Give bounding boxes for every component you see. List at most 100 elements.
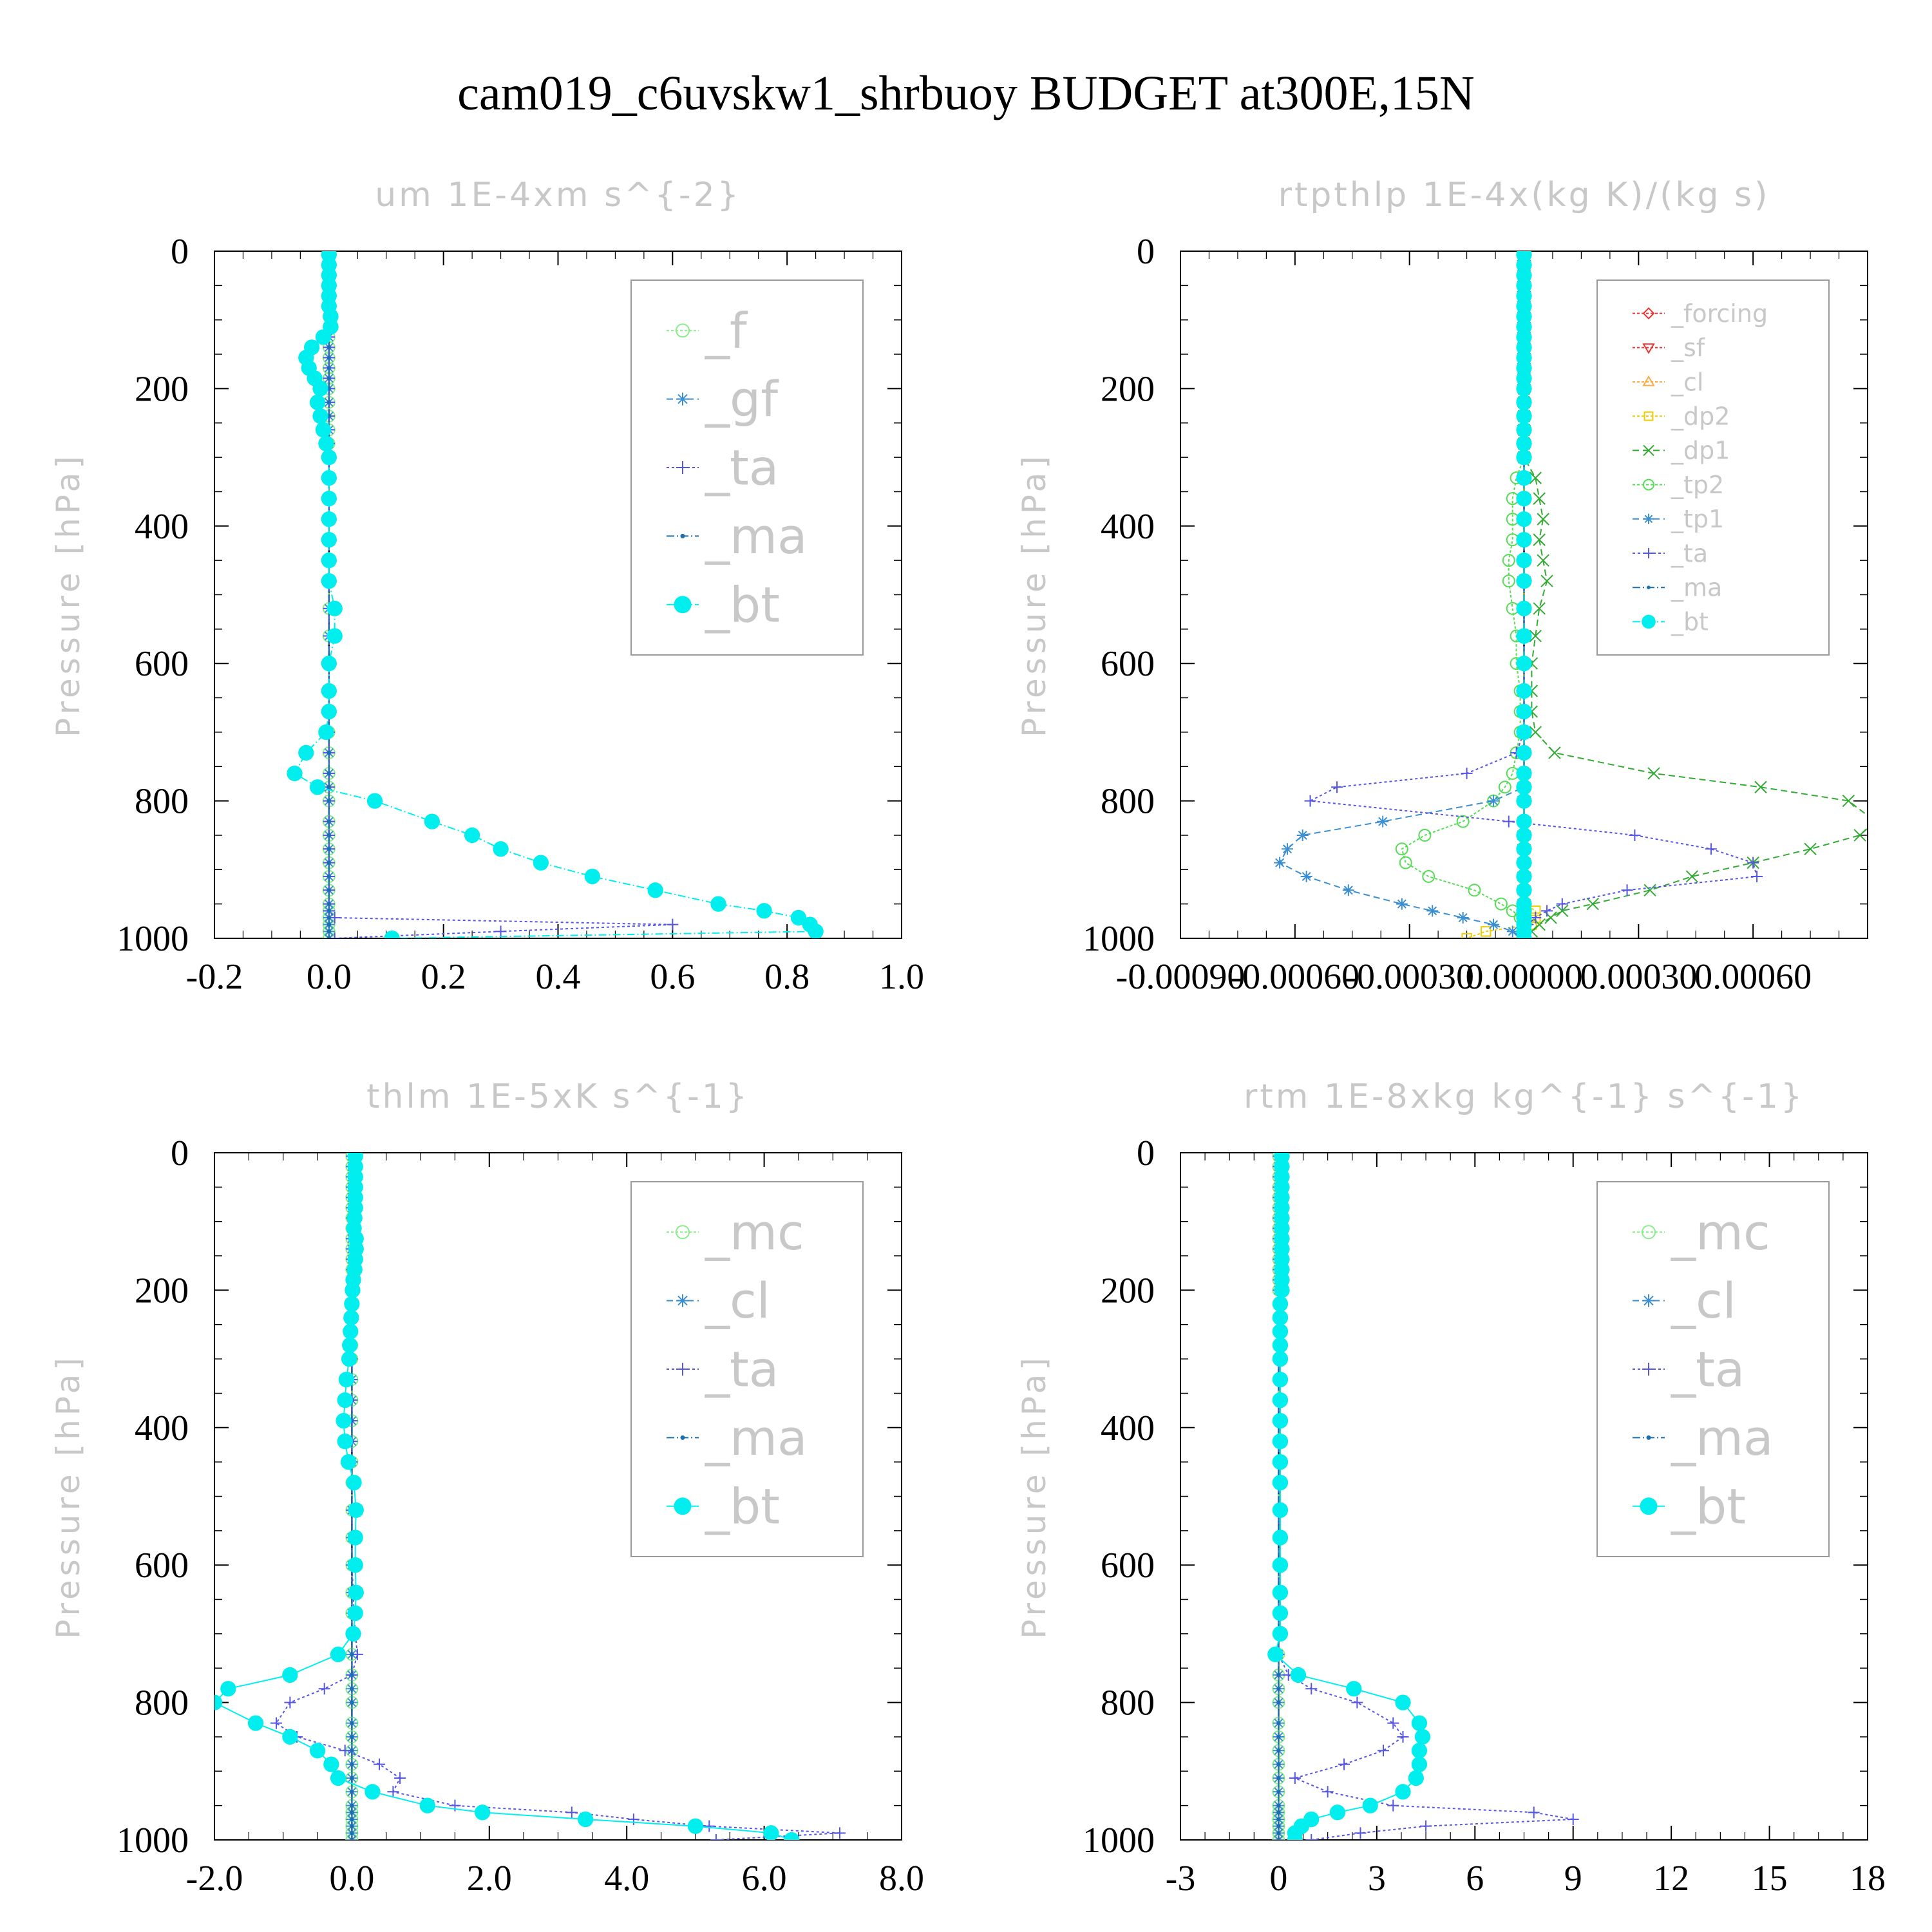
data-point-bt	[1516, 841, 1532, 857]
data-point-bt	[756, 903, 772, 919]
series-group	[214, 1153, 846, 1840]
legend-marker-ta	[1643, 548, 1654, 558]
x-tick-label: -0.00030	[1345, 957, 1474, 997]
data-point-ta	[703, 1820, 715, 1832]
data-point-ma	[350, 1652, 354, 1657]
x-tick-label: 0.4	[536, 957, 581, 997]
data-point-bt	[1516, 422, 1532, 438]
x-tick-label: 6	[1466, 1859, 1484, 1899]
data-point-bt	[1395, 1784, 1411, 1800]
x-tick-label: -2.0	[186, 1859, 243, 1899]
data-point-ta	[1747, 857, 1759, 869]
chart-panel-1: um 1E-4xm s^{-2} Pressure [hPa] 0 200 400 600…	[50, 176, 924, 997]
data-point-ta	[339, 1745, 351, 1757]
data-point-bt	[318, 724, 334, 741]
y-tick-label: 0	[171, 232, 189, 272]
data-point-bt	[341, 1350, 357, 1367]
data-point-ma	[350, 1790, 354, 1794]
legend-label-ma: _ma	[705, 1409, 808, 1466]
data-point-tp1	[1396, 898, 1408, 910]
data-point-bt	[1411, 1743, 1428, 1759]
legend-marker-ma	[1647, 585, 1651, 589]
data-point-tp1	[1457, 911, 1469, 923]
data-point-bt	[1516, 394, 1532, 410]
legend-label-bt: _bt	[1671, 608, 1709, 636]
chart-panel-4: rtm 1E-8xkg kg^{-1} s^{-1} Pressure [hPa]…	[1016, 1077, 1886, 1899]
data-point-bt	[318, 435, 334, 451]
data-point-bt	[1272, 1530, 1289, 1546]
legend-marker-cl	[676, 1294, 689, 1307]
data-point-ma	[327, 771, 331, 776]
legend-label-tp2: _tp2	[1671, 471, 1724, 499]
data-point-ta	[270, 1717, 283, 1729]
data-point-ma	[1276, 1817, 1281, 1822]
data-point-ma	[1276, 1810, 1281, 1815]
data-point-bt	[327, 628, 343, 644]
data-point-dp1	[1754, 781, 1767, 793]
data-point-bt	[321, 573, 337, 589]
data-point-bt	[315, 422, 332, 438]
data-point-ta	[1305, 1683, 1318, 1695]
y-tick-label: 800	[135, 782, 189, 822]
data-point-bt	[578, 1811, 594, 1828]
data-point-ma	[1276, 1700, 1281, 1705]
legend-label-forcing: _forcing	[1671, 299, 1768, 328]
legend-label-ma: _ma	[1671, 1409, 1774, 1466]
data-point-bt	[1516, 600, 1532, 616]
data-point-bt	[337, 1433, 353, 1450]
series-line-bt	[294, 254, 817, 938]
data-point-bt	[321, 656, 337, 672]
data-point-ta	[1289, 1772, 1301, 1784]
data-point-ma	[1276, 1672, 1281, 1678]
y-tick-label: 0	[171, 1133, 189, 1173]
data-point-ma	[1276, 1687, 1281, 1691]
data-point-tp1	[1281, 843, 1293, 855]
data-point-ma	[350, 1762, 354, 1766]
legend-marker-ma	[680, 1435, 685, 1440]
data-point-dp1	[1533, 533, 1546, 546]
x-tick-label: 0.2	[421, 957, 466, 997]
data-point-bt	[340, 1454, 357, 1470]
data-point-bt	[584, 868, 600, 885]
data-point-bt	[790, 909, 807, 926]
data-point-ma	[327, 400, 331, 404]
data-point-ma	[327, 874, 331, 879]
data-point-ta	[1629, 829, 1641, 841]
data-point-bt	[1408, 1770, 1424, 1786]
y-tick-label: 0	[1137, 232, 1155, 272]
data-point-bt	[282, 1728, 298, 1745]
data-point-ma	[350, 1803, 354, 1808]
data-point-ma	[327, 799, 331, 803]
legend-marker-forcing	[1642, 307, 1655, 320]
y-tick-label: 400	[1101, 507, 1155, 547]
y-axis-label: Pressure [hPa]	[50, 452, 87, 737]
data-point-ta	[1397, 1730, 1409, 1743]
data-point-bt	[321, 449, 337, 466]
data-point-bt	[1272, 1625, 1289, 1642]
data-point-bt	[1272, 1454, 1289, 1470]
data-point-ma	[327, 785, 331, 790]
legend-label-ma: _ma	[1671, 574, 1722, 602]
data-point-ma	[350, 1817, 354, 1822]
legend-box	[1596, 1181, 1830, 1557]
data-point-bt	[384, 930, 400, 938]
data-point-dp1	[1842, 794, 1855, 808]
data-point-dp1	[1556, 904, 1569, 918]
data-point-ma	[327, 860, 331, 865]
data-point-ma	[327, 902, 331, 906]
data-point-tp2	[1468, 884, 1481, 897]
x-tick-label: 0.6	[650, 957, 695, 997]
data-point-bt	[346, 1475, 362, 1491]
legend-label-sf: _sf	[1671, 334, 1706, 362]
legend-marker-ma	[1646, 1435, 1651, 1440]
data-point-bt	[1274, 1282, 1290, 1298]
panel-title: um 1E-4xm s^{-2}	[375, 176, 741, 214]
x-tick-label: 9	[1564, 1859, 1582, 1899]
data-point-bt	[347, 1557, 363, 1573]
y-tick-label: 1000	[117, 1821, 189, 1861]
data-point-dp1	[1529, 471, 1542, 484]
data-point-bt	[1346, 1681, 1362, 1697]
data-point-bt	[337, 1392, 353, 1408]
data-point-bt	[1290, 1667, 1307, 1683]
